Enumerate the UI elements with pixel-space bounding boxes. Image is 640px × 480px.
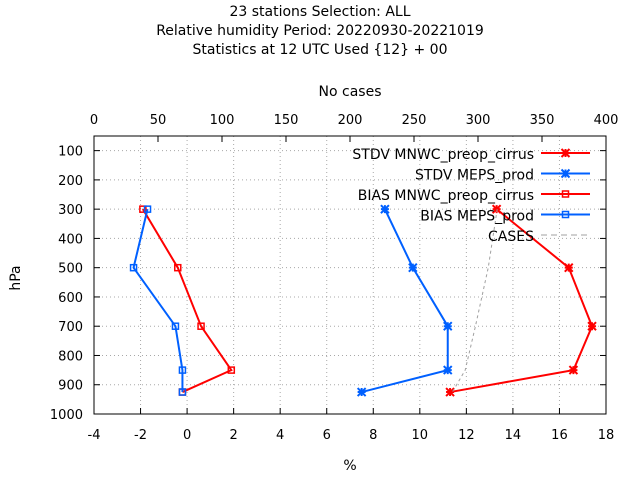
x2-tick-label: 300 xyxy=(466,113,491,128)
x-tick-label: -4 xyxy=(88,428,101,443)
x2-tick-label: 100 xyxy=(210,113,235,128)
x2-tick-label: 0 xyxy=(90,113,98,128)
x2-tick-label: 200 xyxy=(338,113,363,128)
x-tick-label: 6 xyxy=(323,428,331,443)
data-point xyxy=(143,205,152,213)
data-point xyxy=(491,204,502,214)
x-tick-label: 0 xyxy=(183,428,191,443)
x-tick-label: 8 xyxy=(369,428,377,443)
x-tick-label: 14 xyxy=(505,428,522,443)
data-point xyxy=(564,262,574,273)
series-line xyxy=(142,208,233,393)
data-point xyxy=(443,321,453,331)
x-axis-label: % xyxy=(343,458,356,474)
x2-tick-label: 50 xyxy=(150,113,167,128)
series-layer xyxy=(129,204,597,397)
data-point xyxy=(129,263,138,272)
x-tick-label: 4 xyxy=(276,428,284,443)
chart-title-line1: 23 stations Selection: ALL xyxy=(229,4,410,20)
x2-tick-label: 400 xyxy=(594,113,619,128)
data-point xyxy=(174,263,182,272)
data-point xyxy=(227,366,236,374)
y-tick-label: 500 xyxy=(58,262,83,277)
data-point xyxy=(356,387,367,397)
legend-label: CASES xyxy=(488,229,534,245)
chart-title-line3: Statistics at 12 UTC Used {12} + 00 xyxy=(192,42,447,58)
x2-tick-label: 250 xyxy=(402,113,427,128)
series-1 xyxy=(356,204,453,397)
series-line xyxy=(361,208,449,394)
data-point xyxy=(171,322,180,330)
legend: STDV MNWC_preop_cirrus STDV MEPS_prod BIAS… xyxy=(352,147,590,245)
x-tick-label: 16 xyxy=(551,428,568,443)
series-2 xyxy=(139,205,236,396)
legend-label: BIAS MEPS_prod xyxy=(420,209,534,225)
y-tick-label: 800 xyxy=(58,349,83,364)
x-tick-label: 10 xyxy=(412,428,429,443)
series-line xyxy=(132,208,184,393)
legend-label: BIAS MNWC_preop_cirrus xyxy=(358,188,534,204)
x-tick-label: -2 xyxy=(134,428,147,443)
y-tick-label: 400 xyxy=(58,232,83,247)
x-tick-label: 2 xyxy=(229,428,237,443)
data-point xyxy=(587,321,597,331)
data-point xyxy=(178,366,187,374)
legend-label: STDV MNWC_preop_cirrus xyxy=(352,147,534,163)
legend-marker xyxy=(560,148,571,158)
y-tick-label: 100 xyxy=(58,145,83,160)
y-tick-label: 1000 xyxy=(50,408,83,423)
y-tick-label: 600 xyxy=(58,291,83,306)
legend-label: STDV MEPS_prod xyxy=(415,168,534,184)
grid-lines xyxy=(94,136,606,414)
top-axis-label: No cases xyxy=(319,84,382,100)
data-point xyxy=(408,262,418,273)
x2-tick-label: 350 xyxy=(530,113,555,128)
data-point xyxy=(445,387,455,397)
series-3 xyxy=(129,205,187,396)
chart-title-line2: Relative humidity Period: 20220930-20221… xyxy=(156,23,484,39)
y-axis-label: hPa xyxy=(8,265,24,290)
x-tick-label: 12 xyxy=(458,428,475,443)
legend-marker xyxy=(561,210,570,219)
y-tick-label: 300 xyxy=(58,203,83,218)
series-0 xyxy=(445,204,597,397)
data-point xyxy=(178,388,187,396)
y-tick-label: 700 xyxy=(58,320,83,335)
data-point xyxy=(443,365,453,375)
y-tick-label: 900 xyxy=(58,379,83,394)
data-point xyxy=(197,322,205,330)
legend-marker xyxy=(560,168,571,179)
data-point xyxy=(380,204,390,214)
x2-tick-label: 150 xyxy=(274,113,299,128)
data-point xyxy=(139,205,147,213)
y-tick-label: 200 xyxy=(58,174,83,189)
x-tick-label: 18 xyxy=(598,428,615,443)
legend-marker xyxy=(561,190,570,198)
data-point xyxy=(568,365,579,375)
